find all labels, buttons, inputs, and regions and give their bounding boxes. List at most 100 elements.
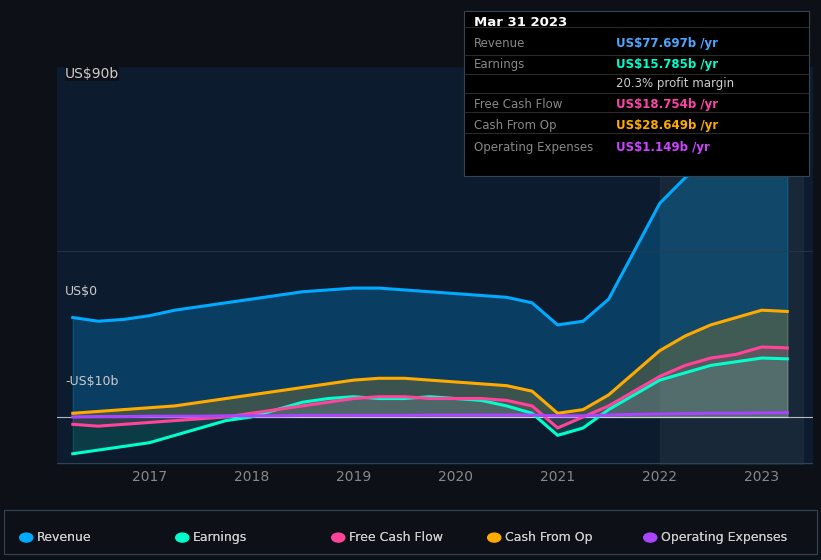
Earnings (349, 393, 359, 400)
Cash From Op (527, 388, 537, 395)
Free Cash Flow (246, 410, 256, 417)
Earnings (476, 397, 486, 404)
Cash From Op (170, 403, 180, 409)
Earnings (629, 391, 639, 398)
Text: Revenue: Revenue (37, 531, 92, 544)
Earnings (221, 417, 231, 424)
Free Cash Flow (451, 395, 461, 402)
Revenue (221, 300, 231, 306)
Revenue (553, 321, 562, 328)
Free Cash Flow (323, 399, 333, 405)
Revenue (349, 284, 359, 291)
Operating Expenses (757, 409, 767, 416)
Cash From Op (374, 375, 384, 382)
Earnings (119, 443, 129, 450)
Revenue (119, 316, 129, 323)
Text: Revenue: Revenue (474, 37, 525, 50)
Earnings (374, 395, 384, 402)
Earnings (68, 450, 78, 457)
Earnings (732, 358, 741, 365)
Text: Cash From Op: Cash From Op (505, 531, 593, 544)
Cash From Op (706, 321, 716, 328)
Text: Mar 31 2023: Mar 31 2023 (474, 16, 567, 29)
Bar (660, 67, 803, 465)
Revenue (502, 294, 511, 301)
Operating Expenses (323, 412, 333, 419)
Revenue (68, 314, 78, 321)
Free Cash Flow (655, 373, 665, 380)
Free Cash Flow (195, 416, 205, 422)
Line: Earnings: Earnings (73, 358, 787, 454)
Operating Expenses (476, 412, 486, 418)
Cash From Op (349, 377, 359, 384)
Earnings (94, 447, 103, 454)
Operating Expenses (425, 412, 435, 418)
Earnings (451, 395, 461, 402)
Operating Expenses (603, 412, 613, 418)
Text: US$77.697b /yr: US$77.697b /yr (616, 37, 718, 50)
Text: US$18.754b /yr: US$18.754b /yr (616, 98, 718, 111)
Cash From Op (553, 410, 562, 417)
Earnings (706, 362, 716, 368)
Free Cash Flow (68, 421, 78, 428)
Operating Expenses (221, 413, 231, 419)
Text: Operating Expenses: Operating Expenses (661, 531, 787, 544)
Revenue (425, 288, 435, 295)
Revenue (94, 318, 103, 325)
Free Cash Flow (603, 403, 613, 409)
Revenue (603, 296, 613, 302)
Operating Expenses (629, 411, 639, 418)
Revenue (272, 292, 282, 299)
Operating Expenses (655, 410, 665, 417)
Text: Operating Expenses: Operating Expenses (474, 141, 593, 153)
Earnings (578, 424, 588, 431)
Text: Operating Expenses: Operating Expenses (661, 531, 787, 544)
Line: Free Cash Flow: Free Cash Flow (73, 347, 787, 428)
Free Cash Flow (119, 421, 129, 428)
Cash From Op (451, 379, 461, 385)
Text: Earnings: Earnings (193, 531, 247, 544)
Operating Expenses (297, 412, 307, 419)
Cash From Op (629, 370, 639, 376)
Free Cash Flow (527, 403, 537, 409)
Operating Expenses (195, 413, 205, 419)
Free Cash Flow (706, 354, 716, 361)
Earnings (553, 432, 562, 438)
Revenue (629, 248, 639, 255)
Cash From Op (655, 347, 665, 354)
Operating Expenses (782, 409, 792, 416)
Operating Expenses (527, 412, 537, 418)
Earnings (681, 370, 690, 376)
Revenue (374, 284, 384, 291)
Text: US$1.149b /yr: US$1.149b /yr (616, 141, 709, 153)
Cash From Op (68, 410, 78, 417)
Revenue (757, 119, 767, 126)
Revenue (400, 287, 410, 293)
Operating Expenses (144, 413, 154, 419)
Operating Expenses (502, 412, 511, 418)
Revenue (681, 174, 690, 181)
Cash From Op (425, 377, 435, 384)
Revenue (578, 318, 588, 325)
Free Cash Flow (782, 344, 792, 351)
Cash From Op (578, 406, 588, 413)
Text: US$90b: US$90b (65, 67, 119, 81)
Cash From Op (323, 380, 333, 387)
Earnings (782, 356, 792, 362)
Operating Expenses (578, 413, 588, 419)
Text: -US$10b: -US$10b (65, 375, 118, 388)
Operating Expenses (272, 413, 282, 419)
Text: Free Cash Flow: Free Cash Flow (349, 531, 443, 544)
Cash From Op (400, 375, 410, 382)
Cash From Op (603, 391, 613, 398)
Text: US$28.649b /yr: US$28.649b /yr (616, 119, 718, 132)
Earnings (272, 406, 282, 413)
Revenue (323, 287, 333, 293)
Cash From Op (246, 391, 256, 398)
Operating Expenses (706, 410, 716, 417)
Operating Expenses (374, 412, 384, 419)
Free Cash Flow (732, 351, 741, 358)
Free Cash Flow (349, 395, 359, 402)
Free Cash Flow (272, 406, 282, 413)
Cash From Op (681, 333, 690, 339)
